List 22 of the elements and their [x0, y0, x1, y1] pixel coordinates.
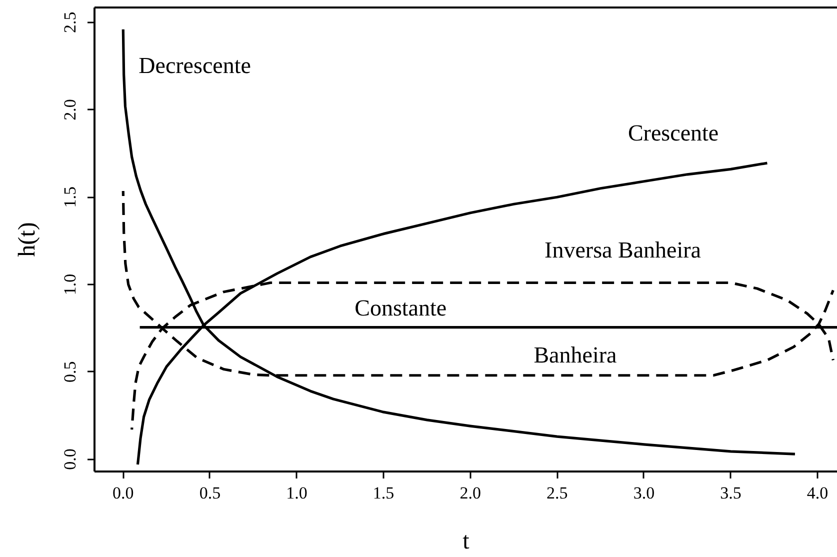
x-tick-label: 2.5	[546, 484, 568, 502]
series-label: Inversa Banheira	[544, 238, 701, 263]
y-axis-title: h(t)	[14, 222, 40, 257]
x-axis-title: t	[462, 528, 470, 554]
y-tick-label: 2.0	[60, 99, 80, 120]
x-tick-label: 4.0	[806, 484, 828, 502]
x-tick-label: 0.0	[112, 484, 134, 502]
y-tick-label: 0.0	[60, 448, 80, 470]
x-tick-label: 2.0	[460, 484, 481, 502]
y-tick-label: 0.5	[60, 361, 80, 383]
x-tick-label: 1.5	[372, 484, 394, 502]
series-label: Decrescente	[138, 53, 251, 78]
series-label: Crescente	[628, 120, 719, 146]
y-tick-label: 1.5	[60, 186, 80, 208]
y-tick-label: 2.5	[60, 12, 80, 33]
x-tick-label: 3.0	[633, 484, 655, 502]
x-tick-label: 0.5	[199, 484, 221, 502]
x-tick-label: 3.5	[720, 484, 742, 502]
series-label: Banheira	[534, 342, 617, 368]
y-tick-label: 1.0	[60, 274, 80, 296]
x-tick-label: 1.0	[286, 484, 308, 502]
series-label: Constante	[354, 296, 447, 321]
